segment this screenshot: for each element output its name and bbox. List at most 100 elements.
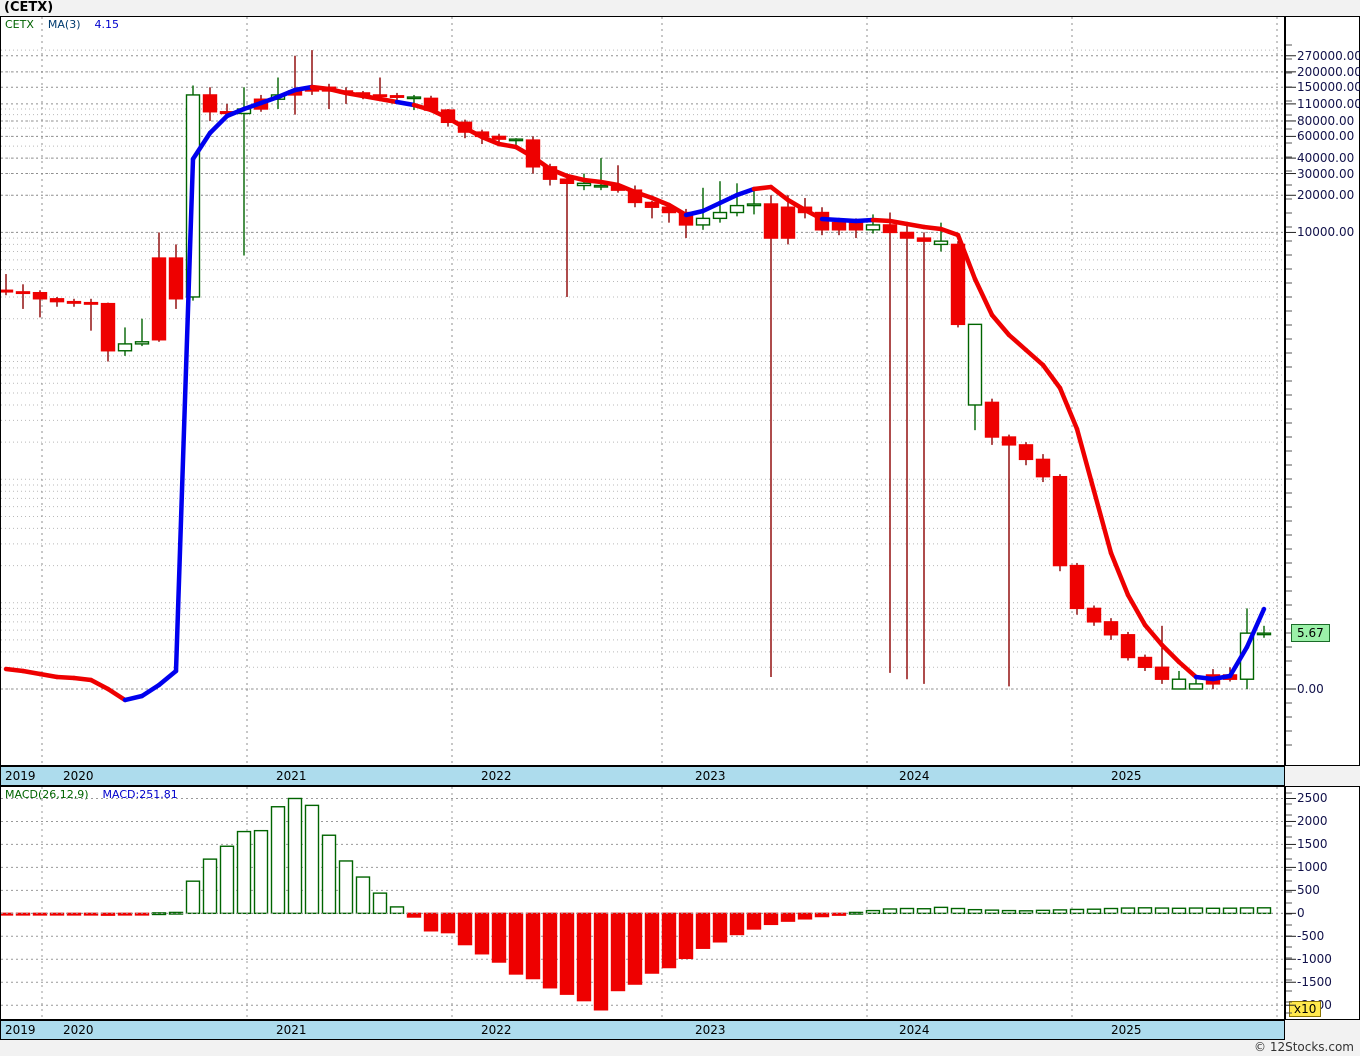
macd-histogram-bar [780,912,796,922]
macd-histogram-bar [185,880,201,915]
macd-histogram-bar [967,908,983,915]
macd-chart-canvas[interactable] [1,787,1284,1019]
macd-histogram-bar [270,806,286,915]
legend-indicator: MA(3) [47,18,81,31]
candlestick [729,183,745,217]
macd-tick-label: 0 [1297,906,1305,921]
date-axis-label: 2025 [1111,769,1142,783]
macd-histogram-bar [321,834,337,915]
candlestick [32,290,48,318]
candlestick [202,87,218,121]
macd-histogram-bar [287,797,303,915]
macd-histogram-bar [763,912,779,926]
macd-tick-label: 2500 [1297,791,1328,806]
macd-histogram-bar [831,912,847,916]
date-axis-label: 2025 [1111,1023,1142,1037]
date-axis-label: 2023 [695,1023,726,1037]
macd-histogram-bar [389,906,405,915]
candlestick [1137,654,1153,671]
macd-histogram-bar [491,912,507,963]
date-axis-macd: 2019 2020 2021 2022 2023 2024 2025 [0,1020,1285,1040]
price-tick-label: 80000.00 [1297,113,1355,128]
macd-histogram-bar [576,912,592,1002]
date-axis-label: 2019 [5,1023,36,1037]
date-axis-label: 2019 [5,769,36,783]
candlestick [151,232,167,342]
macd-histogram-bar [117,912,133,916]
macd-histogram-bar [253,829,269,915]
macd-histogram-bar [151,912,167,916]
macd-histogram-bar [1154,907,1170,915]
macd-histogram-bar [678,912,694,960]
candlestick [406,94,422,111]
macd-histogram-bar [661,912,677,969]
candlestick [1069,562,1085,615]
candlestick [66,298,82,307]
macd-histogram-bar [525,912,541,980]
macd-tick-label: 1500 [1297,837,1328,852]
macd-histogram-bar [627,912,643,985]
candlestick [49,296,65,307]
date-axis-label: 2020 [63,769,94,783]
macd-histogram-bar [644,912,660,974]
macd-histogram-bar [559,912,575,995]
macd-tick-label: -500 [1297,929,1325,944]
macd-histogram-bar [236,830,252,915]
date-axis-label: 2020 [63,1023,94,1037]
price-tick-label: 20000.00 [1297,188,1355,203]
candlestick [100,302,116,362]
candlestick [1120,631,1136,661]
macd-histogram-bar [304,804,320,915]
candlestick [593,158,609,191]
macd-histogram-bar [1001,909,1017,915]
macd-histogram-bar [729,912,745,936]
macd-histogram-bar [1103,907,1119,915]
macd-multiplier-badge: x10 [1289,1001,1322,1017]
macd-histogram-bar [933,906,949,915]
price-tick-label: 270000.00 [1297,48,1360,63]
macd-histogram-bar [899,907,915,915]
macd-histogram-bar [32,912,48,916]
candlestick [984,398,1000,445]
candlestick [134,318,150,347]
macd-histogram-bar [423,912,439,932]
macd-histogram-bar [372,892,388,915]
price-chart-canvas[interactable] [1,17,1284,765]
date-axis-label: 2024 [899,1023,930,1037]
candlestick [1,274,14,296]
macd-histogram-bar [746,912,762,930]
macd-axis-rail [1286,792,1296,1014]
candlestick [1001,434,1017,687]
macd-name: MACD(26,12,9) [5,788,89,801]
candlestick [780,195,796,245]
candlestick [1052,474,1068,572]
macd-histogram-bar [797,912,813,920]
date-axis-label: 2024 [899,769,930,783]
macd-chart-panel[interactable] [0,786,1285,1020]
candlestick [287,55,303,115]
legend-indicator-value: 4.15 [94,18,120,31]
price-axis-ticks: 270000.00 200000.00 150000.00 110000.00 8000… [1286,17,1360,765]
price-tick-label: 30000.00 [1297,166,1355,181]
macd-tick-label: 2000 [1297,814,1328,829]
macd-histogram-bar [542,912,558,989]
price-tick-label: 150000.00 [1297,80,1360,95]
macd-histogram-bar [440,912,456,934]
date-axis-label: 2022 [481,1023,512,1037]
macd-histogram-bar [1256,907,1272,915]
price-tick-label: 10000.00 [1297,225,1355,240]
macd-histogram-bar [1205,907,1221,915]
candlestick [899,224,915,680]
candlestick [168,244,184,309]
candlestick [882,212,898,673]
candlestick [117,327,133,356]
candlestick [559,175,575,297]
candlestick [1171,670,1187,690]
candlestick [1018,442,1034,466]
macd-value: MACD:251.81 [102,788,178,801]
candlestick [763,195,779,678]
legend-symbol: CETX [5,18,34,31]
candlestick [1154,625,1170,684]
price-chart-panel[interactable] [0,16,1285,766]
macd-histogram-bar [1069,908,1085,915]
